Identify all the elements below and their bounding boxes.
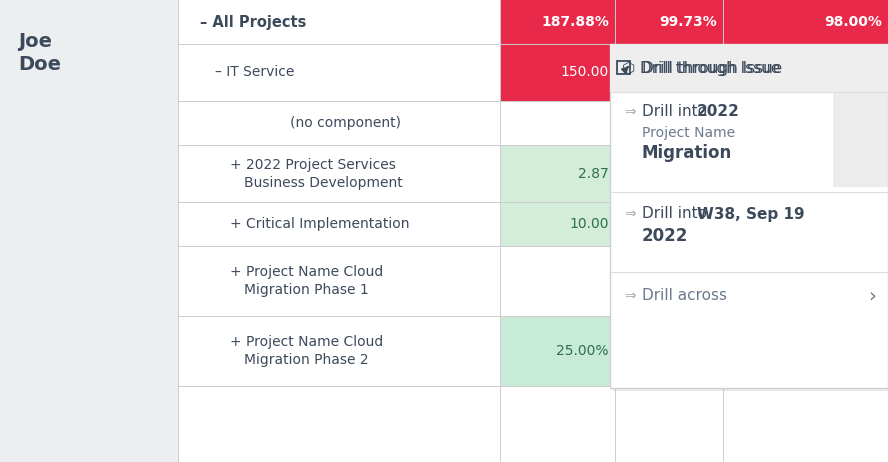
Bar <box>178 0 888 462</box>
Text: Migration Phase 2: Migration Phase 2 <box>244 353 369 367</box>
Text: 187.88%: 187.88% <box>541 15 609 29</box>
Text: Business Development: Business Development <box>244 176 403 189</box>
Text: Joe
Doe: Joe Doe <box>18 32 61 74</box>
Text: 25.00%: 25.00% <box>557 344 609 358</box>
Text: ›: › <box>868 286 876 305</box>
Text: 99.73%: 99.73% <box>659 15 717 29</box>
Text: 2.87: 2.87 <box>578 166 609 181</box>
Bar <box>833 92 888 187</box>
Text: ⇒: ⇒ <box>624 105 636 119</box>
Bar <box>613 47 888 391</box>
Text: Drill across: Drill across <box>642 288 727 304</box>
Text: Drill through Issue: Drill through Issue <box>642 61 782 75</box>
Bar <box>615 316 723 386</box>
Bar <box>723 316 888 386</box>
Text: ⇒: ⇒ <box>624 207 636 221</box>
Bar <box>500 0 615 44</box>
Text: – IT Service: – IT Service <box>215 66 295 79</box>
Bar <box>500 44 615 101</box>
Text: Drill through Issue: Drill through Issue <box>640 61 781 75</box>
Text: (no component): (no component) <box>290 116 401 130</box>
Text: 150.00: 150.00 <box>560 66 609 79</box>
Text: ⇒: ⇒ <box>624 289 636 303</box>
Bar <box>0 0 178 462</box>
Text: 10.00: 10.00 <box>569 217 609 231</box>
Text: 2022: 2022 <box>697 104 740 120</box>
Bar <box>723 0 888 44</box>
Text: Drill into: Drill into <box>642 104 712 120</box>
Text: + 2022 Project Services: + 2022 Project Services <box>230 158 396 171</box>
Bar <box>500 202 615 246</box>
Bar <box>500 145 615 202</box>
Text: 98.00%: 98.00% <box>824 15 882 29</box>
Text: Drill into: Drill into <box>642 207 712 221</box>
Text: Migration Phase 1: Migration Phase 1 <box>244 283 369 297</box>
Text: Migration: Migration <box>642 144 733 162</box>
Bar <box>615 0 723 44</box>
Text: + Project Name Cloud: + Project Name Cloud <box>230 265 384 279</box>
Text: 2022: 2022 <box>642 227 688 245</box>
Text: Project Name: Project Name <box>642 126 735 140</box>
Bar <box>500 316 615 386</box>
Bar <box>610 44 888 388</box>
Text: W38, Sep 19: W38, Sep 19 <box>697 207 805 221</box>
Bar <box>610 44 888 92</box>
Text: ⬡: ⬡ <box>622 61 636 75</box>
Text: 25.00%: 25.00% <box>664 344 717 358</box>
Text: + Critical Implementation: + Critical Implementation <box>230 217 409 231</box>
Text: – All Projects: – All Projects <box>200 14 306 30</box>
Text: 25.00%: 25.00% <box>829 344 882 358</box>
Text: + Project Name Cloud: + Project Name Cloud <box>230 335 384 349</box>
